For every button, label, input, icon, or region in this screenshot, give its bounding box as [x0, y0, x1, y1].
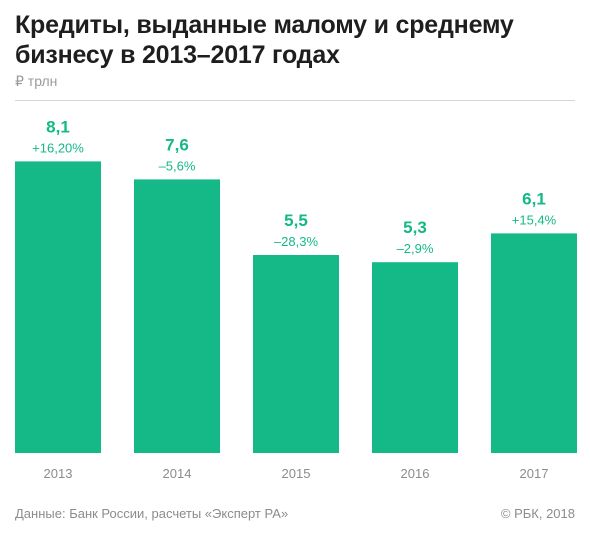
change-label-2014: –5,6%: [159, 158, 196, 173]
unit-label: ₽ трлн: [15, 73, 58, 89]
x-tick-label-2014: 2014: [163, 466, 192, 481]
chart-title: Кредиты, выданные малому и среднему бизн…: [15, 11, 514, 69]
value-label-2017: 6,1: [522, 189, 546, 208]
x-tick-label-2015: 2015: [282, 466, 311, 481]
x-tick-label-2016: 2016: [401, 466, 430, 481]
copyright: © РБК, 2018: [500, 506, 575, 521]
change-label-2017: +15,4%: [512, 212, 557, 227]
change-label-2016: –2,9%: [397, 241, 434, 256]
source-note: Данные: Банк России, расчеты «Эксперт РА…: [15, 506, 289, 521]
header-divider: [15, 100, 575, 101]
value-label-2014: 7,6: [165, 135, 189, 154]
x-tick-label-2017: 2017: [520, 466, 549, 481]
value-label-2016: 5,3: [403, 218, 427, 237]
bar-2016: [372, 262, 458, 453]
bar-2014: [134, 179, 220, 453]
bar-2013: [15, 161, 101, 453]
value-label-2013: 8,1: [46, 117, 70, 136]
x-tick-label-2013: 2013: [44, 466, 73, 481]
value-label-2015: 5,5: [284, 211, 308, 230]
change-label-2013: +16,20%: [32, 140, 84, 155]
change-label-2015: –28,3%: [274, 234, 319, 249]
bar-2015: [253, 255, 339, 453]
bar-2017: [491, 233, 577, 453]
